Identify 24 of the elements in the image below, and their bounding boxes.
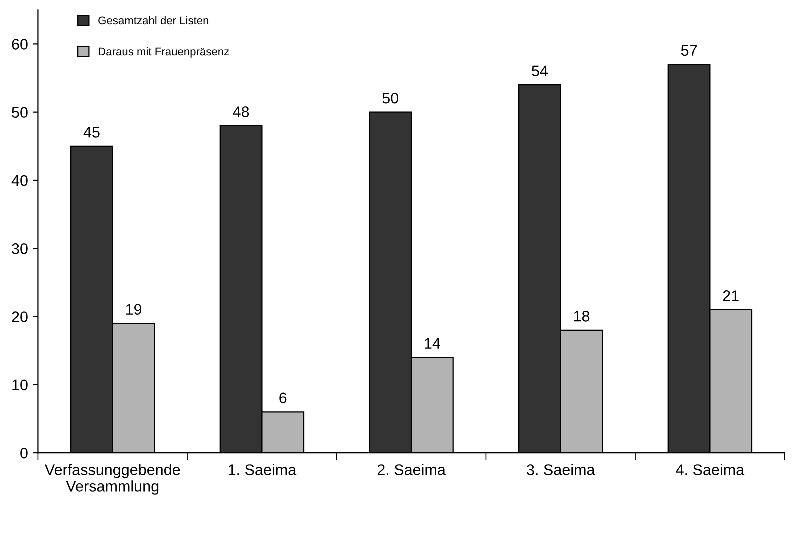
data-label: 48 [233,106,250,118]
legend-label: Gesamtzahl der Listen [98,16,209,25]
data-label: 19 [126,304,142,316]
y-tick-label: 60 [12,39,28,50]
data-label: 50 [382,92,399,104]
y-tick-label: 20 [12,312,28,322]
x-tick-label: 3. Saeima [527,464,596,476]
y-tick-label: 10 [12,380,28,391]
data-label: 6 [280,392,287,404]
y-tick-label: 40 [12,175,28,186]
x-tick-label: 4. Saeima [676,464,745,476]
data-label: 14 [425,338,440,349]
legend-label: Daraus mit Frauenpräsenz [98,48,230,58]
data-label: 45 [84,127,100,138]
data-label: 21 [723,290,739,302]
x-tick-label: Verfassunggebende Versammlung [44,464,180,495]
y-tick-label: 30 [12,243,28,254]
data-label: 57 [681,45,698,56]
data-label: 18 [574,311,590,322]
y-tick-label: 50 [12,107,28,118]
x-tick-label: 1. Saeima [228,464,297,476]
x-tick-label: 2. Saeima [378,464,446,476]
y-tick-label: 0 [20,448,28,459]
data-label: 54 [532,66,548,77]
